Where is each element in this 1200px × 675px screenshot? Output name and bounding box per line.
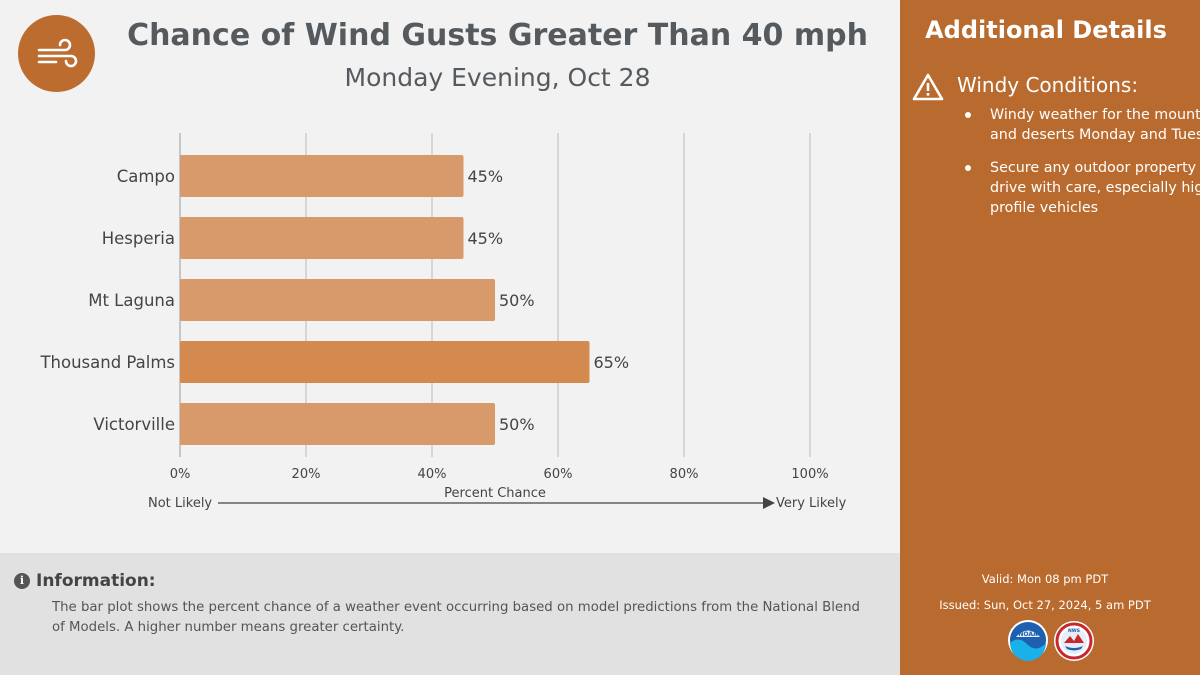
- x-tick-label: 80%: [670, 467, 699, 482]
- info-heading: i Information:: [14, 571, 156, 591]
- bar-value-label: 50%: [499, 291, 535, 310]
- bar: [180, 279, 495, 321]
- info-panel: i Information: The bar plot shows the pe…: [0, 553, 900, 675]
- bar-value-label: 50%: [499, 415, 535, 434]
- scale-right-label: Very Likely: [776, 496, 847, 511]
- condition-title: Windy Conditions:: [957, 73, 1139, 97]
- x-tick-label: 60%: [544, 467, 573, 482]
- details-sidebar: Additional Details Windy Conditions: Win…: [900, 0, 1200, 675]
- main-panel: Chance of Wind Gusts Greater Than 40 mph…: [18, 15, 868, 511]
- chart-tick-labels: 0% 20% 40% 60% 80% 100%: [170, 467, 829, 482]
- bar-value-label: 45%: [468, 229, 504, 248]
- info-body: The bar plot shows the percent chance of…: [52, 600, 860, 635]
- category-label: Hesperia: [102, 229, 175, 248]
- scale-left-label: Not Likely: [148, 496, 212, 511]
- chart-bars: [180, 155, 590, 445]
- x-axis-label: Percent Chance: [444, 486, 546, 501]
- bar-chart: 45% 45% 50% 65% 50% Campo Hesperia Mt Laguna Th…: [39, 133, 847, 511]
- condition-list: Windy weather for the mountains and dese…: [944, 105, 1200, 231]
- bar-value-label: 45%: [468, 167, 504, 186]
- bar-value-label: 65%: [594, 353, 630, 372]
- bar: [180, 341, 590, 383]
- chart-bar-labels: 45% 45% 50% 65% 50%: [468, 167, 630, 434]
- bar: [180, 217, 464, 259]
- warning-icon: [912, 73, 944, 101]
- x-tick-label: 40%: [418, 467, 447, 482]
- chart-category-labels: Campo Hesperia Mt Laguna Thousand Palms Vict…: [39, 167, 175, 434]
- x-tick-label: 20%: [292, 467, 321, 482]
- issued-time: Issued: Sun, Oct 27, 2024, 5 am PDT: [939, 598, 1151, 612]
- info-heading-text: Information:: [36, 571, 156, 591]
- svg-text:NWS: NWS: [1068, 628, 1080, 634]
- scale-arrow-head: [763, 497, 775, 509]
- category-label: Campo: [117, 167, 175, 186]
- info-icon: i: [14, 573, 30, 589]
- category-label: Victorville: [93, 415, 175, 434]
- list-item: Windy weather for the mountains and dese…: [965, 105, 1200, 145]
- x-tick-label: 0%: [170, 467, 191, 482]
- bar: [180, 155, 464, 197]
- category-label: Thousand Palms: [39, 353, 175, 372]
- category-label: Mt Laguna: [88, 291, 175, 310]
- chart-title: Chance of Wind Gusts Greater Than 40 mph: [127, 18, 868, 53]
- noaa-logo: NOAA: [1008, 620, 1048, 661]
- wind-icon-badge: [18, 15, 95, 92]
- sidebar-title: Additional Details: [925, 16, 1167, 44]
- bar: [180, 403, 495, 445]
- x-tick-label: 100%: [791, 467, 828, 482]
- valid-time: Valid: Mon 08 pm PDT: [981, 572, 1109, 586]
- nws-logo: NWS: [1054, 621, 1094, 661]
- agency-logos: NOAA NWS: [1008, 620, 1094, 661]
- list-item: Secure any outdoor property and drive wi…: [965, 158, 1200, 218]
- chart-subtitle: Monday Evening, Oct 28: [344, 63, 651, 92]
- svg-text:NOAA: NOAA: [1018, 631, 1038, 638]
- wind-icon: [37, 38, 78, 68]
